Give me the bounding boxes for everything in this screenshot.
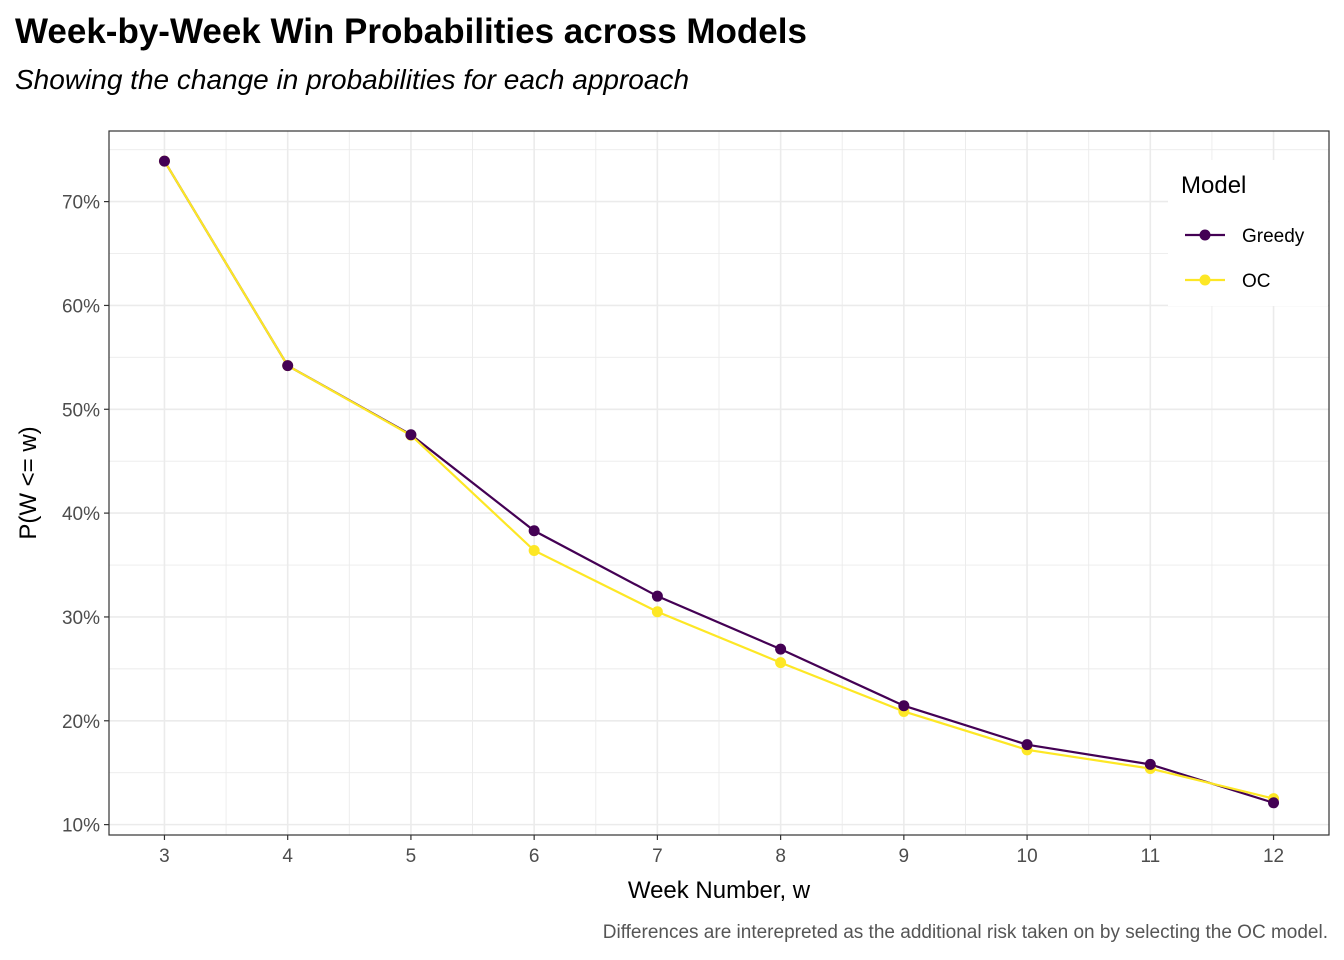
x-tick-label: 12 — [1263, 846, 1284, 867]
data-point-greedy — [405, 429, 417, 441]
data-point-oc — [651, 606, 663, 618]
x-tick-label: 7 — [652, 846, 663, 867]
chart-title: Week-by-Week Win Probabilities across Mo… — [15, 12, 807, 51]
x-tick-label: 3 — [159, 846, 170, 867]
legend-label: Greedy — [1242, 226, 1305, 247]
y-tick-label: 20% — [62, 712, 100, 733]
x-tick-label: 10 — [1017, 846, 1038, 867]
y-tick-label: 40% — [62, 504, 100, 525]
data-point-greedy — [775, 643, 787, 655]
chart-subtitle: Showing the change in probabilities for … — [15, 64, 690, 95]
data-point-oc — [528, 544, 540, 556]
data-point-greedy — [1021, 739, 1033, 751]
x-tick-label: 6 — [529, 846, 540, 867]
y-tick-label: 70% — [62, 193, 100, 214]
x-tick-label: 4 — [282, 846, 293, 867]
legend-key-point — [1199, 274, 1211, 286]
y-tick-label: 30% — [62, 608, 100, 629]
y-tick-label: 50% — [62, 400, 100, 421]
data-point-greedy — [528, 525, 540, 537]
data-point-greedy — [282, 360, 294, 372]
x-tick-label: 8 — [775, 846, 786, 867]
series-line-oc — [163, 160, 1274, 800]
legend-title: Model — [1181, 172, 1246, 199]
legend-key-point — [1199, 229, 1211, 241]
x-tick-label: 9 — [899, 846, 910, 867]
x-tick-label: 5 — [406, 846, 417, 867]
data-point-greedy — [898, 700, 910, 712]
legend-background — [1168, 160, 1328, 306]
x-axis-label: Week Number, w — [628, 877, 811, 904]
data-point-greedy — [1144, 758, 1156, 770]
legend-label: OC — [1242, 271, 1271, 292]
y-tick-label: 60% — [62, 296, 100, 317]
data-point-greedy — [651, 590, 663, 602]
data-point-greedy — [158, 155, 170, 167]
y-tick-label: 10% — [62, 816, 100, 837]
y-axis-label: P(W <= w) — [15, 426, 42, 539]
chart-caption: Differences are interepreted as the addi… — [602, 922, 1328, 943]
data-point-greedy — [1268, 797, 1280, 809]
data-point-oc — [775, 657, 787, 669]
plot-panel-border — [108, 130, 1330, 836]
x-tick-label: 11 — [1140, 846, 1160, 867]
